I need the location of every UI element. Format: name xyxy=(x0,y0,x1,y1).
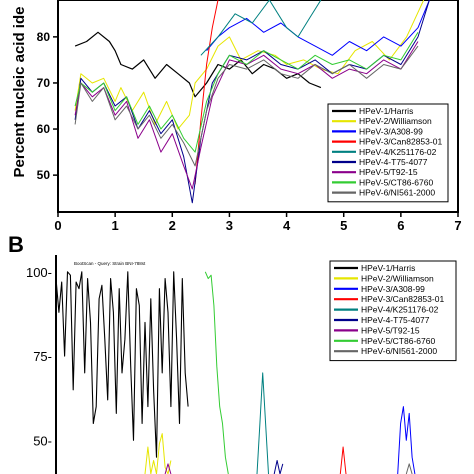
panel-a-legend-label: HPeV-2/Williamson xyxy=(359,116,432,126)
panel-a-x-tick-label: 6 xyxy=(397,218,404,233)
panel-a-x-ticks: 0 1 2 3 4 5 6 7 xyxy=(54,212,462,233)
panel-a-series-hpev-1-harris xyxy=(74,31,322,98)
panel-b-legend-label: HPeV-5/CT86-6760 xyxy=(361,336,435,346)
panel-a-x-tick-label: 4 xyxy=(283,218,291,233)
panel-a-x-tick-label: 3 xyxy=(226,218,233,233)
panel-a-legend-label: HPeV-5/T92-15 xyxy=(359,167,418,177)
panel-b-legend-label: HPeV-4-T75-4077 xyxy=(361,315,430,325)
panel-a-legend-label: HPeV-4/K251176-02 xyxy=(359,147,437,157)
panel-a-series-hpev-5-ct86-6760 xyxy=(74,32,419,153)
panel-a-x-tick-label: 2 xyxy=(169,218,176,233)
panel-a-legend-label: HPeV-3/Can82853-01 xyxy=(359,137,442,147)
panel-b-legend-label: HPeV-3/Can82853-01 xyxy=(361,294,444,304)
panel-b-legend-label: HPeV-6/NI561-2000 xyxy=(361,346,437,356)
panel-b-y-tick-label: 100- xyxy=(26,265,52,280)
panel-a-ylabel: Percent nucleic acid ide xyxy=(11,7,28,178)
panel-a-legend-label: HPeV-1/Harris xyxy=(359,106,413,116)
panel-b: B BootScan - Query: Strain BNI-788st 100… xyxy=(8,232,457,474)
panel-b-y-ticks: 100- 75- 50- xyxy=(26,265,52,448)
panel-a-x-tick-label: 1 xyxy=(112,218,119,233)
panel-a-y-ticks: 50 60 70 80 xyxy=(37,30,58,182)
panel-a-legend-label: HPeV-6/NI561-2000 xyxy=(359,188,435,198)
panel-a-legend-label: HPeV-3/A308-99 xyxy=(359,126,423,136)
panel-a-series-hpev-3-a308-99 xyxy=(206,0,430,56)
panel-a-x-tick-label: 7 xyxy=(454,218,461,233)
panel-a-y-tick-label: 80 xyxy=(37,30,51,44)
panel-b-series-hpev-4-k251176-02 xyxy=(256,372,269,474)
panel-b-legend-label: HPeV-3/A308-99 xyxy=(361,284,425,294)
panel-b-series-hpev-6-ni561-2000 xyxy=(405,463,413,474)
panel-b-y-tick-label: 50- xyxy=(33,433,52,448)
panel-b-legend-label: HPeV-2/Williamson xyxy=(361,273,434,283)
panel-b-legend-label: HPeV-5/T92-15 xyxy=(361,325,420,335)
panel-b-legend: HPeV-1/HarrisHPeV-2/WilliamsonHPeV-3/A30… xyxy=(329,260,457,362)
panel-a-plot-area xyxy=(57,0,459,213)
panel-b-series-hpev-1-harris xyxy=(55,271,189,458)
panel-a: Percent nucleic acid ide 0 1 2 3 4 5 6 7 50 60 70… xyxy=(11,0,462,233)
panel-a-series-hpev-6-ni561-2000 xyxy=(74,45,419,167)
panel-a-x-tick-label: 0 xyxy=(54,218,61,233)
panel-b-series-hpev-5-ct86-6760 xyxy=(204,271,229,474)
panel-b-series-hpev-5-t92-15 xyxy=(164,463,172,474)
panel-b-legend-label: HPeV-1/Harris xyxy=(361,263,415,273)
panel-b-series-hpev-4-t75-4077 xyxy=(273,460,284,474)
panel-b-plot-area xyxy=(55,255,416,474)
panel-b-series-hpev-3-can82853-01 xyxy=(339,446,347,474)
panel-a-x-tick-label: 5 xyxy=(340,218,347,233)
panel-b-legend-label: HPeV-4/K251176-02 xyxy=(361,305,439,315)
panel-a-legend: HPeV-1/HarrisHPeV-2/WilliamsonHPeV-3/A30… xyxy=(327,103,449,203)
panel-a-series-hpev-4-k251176-02 xyxy=(200,0,322,56)
panel-a-series-hpev-4-t75-4077 xyxy=(74,0,430,204)
panel-b-series-hpev-3-a308-99 xyxy=(397,406,416,474)
panel-b-label: B xyxy=(8,232,24,257)
panel-a-legend-label: HPeV-4-T75-4077 xyxy=(359,157,428,167)
panel-b-inner-title: BootScan - Query: Strain BNI-788st xyxy=(74,261,146,266)
panel-a-series-hpev-5-t92-15 xyxy=(74,41,419,190)
panel-a-legend-label: HPeV-5/CT86-6760 xyxy=(359,177,433,187)
panel-a-y-tick-label: 60 xyxy=(37,122,51,136)
panel-a-series-hpev-2-williamson xyxy=(74,0,425,130)
panel-a-y-tick-label: 70 xyxy=(37,76,51,90)
panel-a-y-tick-label: 50 xyxy=(37,168,51,182)
panel-a-frame xyxy=(57,0,459,213)
panel-a-series-hpev-3-can82853-01 xyxy=(194,0,219,185)
panel-b-y-tick-label: 75- xyxy=(33,349,52,364)
